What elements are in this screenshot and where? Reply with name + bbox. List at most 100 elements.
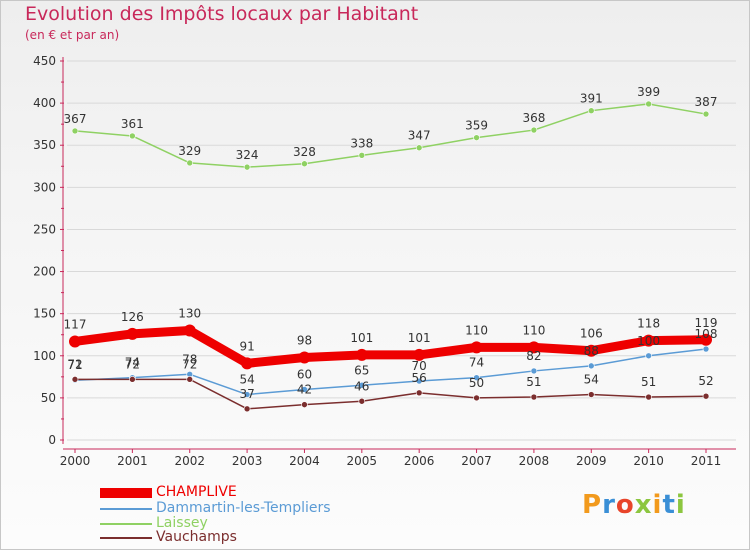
point-vauchamps-2000 (71, 376, 79, 383)
x-tick-label-2006: 2006 (404, 454, 435, 468)
series-line-champlive (70, 326, 711, 368)
data-label-vauchamps-2001: 72 (125, 357, 140, 371)
data-label-dammartin-les-templiers-2007: 74 (469, 356, 484, 370)
logo-letter: t (662, 490, 676, 520)
series-line-vauchamps (74, 378, 707, 410)
point-laissey-2003 (243, 163, 251, 171)
data-label-champlive-2010: 118 (637, 317, 660, 331)
point-champlive-2006 (413, 348, 426, 361)
point-dammartin-les-templiers-2005 (358, 381, 366, 389)
point-dammartin-les-templiers-2007 (473, 374, 480, 381)
data-label-laissey-2002: 329 (178, 144, 201, 158)
data-label-laissey-2005: 338 (350, 136, 373, 150)
data-labels: 117 126 130 91 98 101 101 110 110 106 118 119 71 74 78… (64, 85, 718, 401)
legend-swatch-champlive (100, 488, 152, 498)
point-dammartin-les-templiers-2004 (301, 386, 308, 393)
data-label-vauchamps-2011: 52 (698, 374, 713, 388)
data-label-laissey-2004: 328 (293, 145, 316, 159)
point-dammartin-les-templiers-2008 (530, 367, 538, 375)
point-vauchamps-2001 (129, 376, 136, 383)
data-label-laissey-2001: 361 (121, 117, 144, 131)
y-tick-label-400: 400 (33, 96, 56, 110)
point-vauchamps-2010 (645, 393, 652, 401)
point-vauchamps-2004 (301, 401, 308, 408)
point-vauchamps-2005 (358, 397, 366, 405)
data-label-champlive-2009: 106 (580, 327, 603, 341)
point-champlive-2011 (700, 333, 712, 346)
point-champlive-2007 (470, 341, 483, 354)
point-vauchamps-2011 (702, 392, 710, 400)
data-label-champlive-2005: 101 (350, 331, 373, 345)
point-laissey-2005 (358, 152, 366, 159)
y-tick-label-350: 350 (33, 138, 56, 152)
legend-item-laissey: Laissey (100, 515, 420, 533)
chart-subtitle: (en € et par an) (25, 28, 120, 42)
point-champlive-2000 (69, 335, 81, 348)
data-label-laissey-2009: 391 (580, 92, 603, 106)
data-label-dammartin-les-templiers-2009: 88 (584, 344, 599, 358)
logo-letter: i (652, 490, 663, 520)
data-label-dammartin-les-templiers-2002: 78 (182, 352, 197, 366)
y-tick-label-300: 300 (33, 180, 56, 194)
point-champlive-2003 (241, 357, 254, 370)
point-champlive-2008 (527, 341, 540, 354)
point-champlive-2009 (585, 344, 598, 357)
data-label-laissey-2011: 387 (695, 95, 718, 109)
point-vauchamps-2009 (587, 391, 595, 398)
data-label-dammartin-les-templiers-2001: 74 (125, 356, 140, 370)
data-label-laissey-2010: 399 (637, 85, 660, 99)
data-label-champlive-2004: 98 (297, 333, 312, 347)
point-champlive-2001 (126, 327, 139, 340)
data-label-vauchamps-2009: 54 (584, 373, 599, 387)
data-label-vauchamps-2004: 42 (297, 383, 312, 397)
point-dammartin-les-templiers-2006 (415, 377, 423, 385)
point-champlive-2010 (642, 334, 655, 347)
data-label-dammartin-les-templiers-2005: 65 (354, 363, 369, 377)
data-label-champlive-2000: 117 (64, 317, 87, 331)
chart-title: Evolution des Impôts locaux par Habitant (25, 3, 419, 25)
point-laissey-2000 (71, 127, 79, 135)
point-laissey-2007 (473, 134, 480, 141)
series-line-laissey (74, 103, 707, 168)
data-label-vauchamps-2000: 72 (67, 357, 82, 371)
point-dammartin-les-templiers-2009 (587, 362, 595, 370)
data-label-dammartin-les-templiers-2004: 60 (297, 367, 312, 381)
point-laissey-2004 (301, 160, 308, 168)
data-label-vauchamps-2010: 51 (641, 375, 656, 389)
x-tick-label-2010: 2010 (633, 454, 664, 468)
data-label-vauchamps-2006: 56 (412, 371, 427, 385)
point-laissey-2009 (587, 107, 595, 114)
proxiti-logo: Proxiti (582, 490, 686, 520)
legend-label-dammartin: Dammartin-les-Templiers (156, 500, 331, 516)
point-vauchamps-2006 (415, 389, 423, 397)
point-laissey-2001 (129, 132, 136, 140)
point-vauchamps-2002 (186, 376, 194, 383)
x-tick-label-2009: 2009 (576, 454, 607, 468)
data-label-dammartin-les-templiers-2000: 71 (67, 358, 82, 372)
x-tick-label-2005: 2005 (347, 454, 378, 468)
legend-swatch-dammartin (100, 508, 152, 510)
data-label-laissey-2007: 359 (465, 119, 488, 133)
point-vauchamps-2003 (243, 405, 251, 413)
point-dammartin-les-templiers-2003 (243, 391, 251, 398)
point-champlive-2002 (183, 324, 196, 337)
data-label-vauchamps-2008: 51 (526, 375, 541, 389)
point-vauchamps-2008 (530, 393, 538, 401)
axes: 0 50 100 150 200 250 300 350 400 450 2000 2001 2002 2… (33, 54, 736, 468)
grid-lines (67, 60, 736, 441)
data-label-laissey-2008: 368 (522, 111, 545, 125)
data-label-dammartin-les-templiers-2010: 100 (637, 334, 660, 348)
legend-swatch-laissey (100, 523, 152, 525)
point-laissey-2002 (186, 159, 194, 167)
series-lines (69, 100, 712, 413)
data-label-laissey-2000: 367 (64, 112, 87, 126)
data-label-champlive-2002: 130 (178, 307, 201, 321)
logo-letter: o (615, 490, 635, 520)
point-champlive-2005 (355, 348, 368, 361)
y-tick-label-0: 0 (48, 433, 56, 447)
y-tick-label-200: 200 (33, 265, 56, 279)
logo-letter: P (582, 490, 603, 520)
data-label-champlive-2006: 101 (408, 331, 431, 345)
y-tick-label-150: 150 (33, 307, 56, 321)
